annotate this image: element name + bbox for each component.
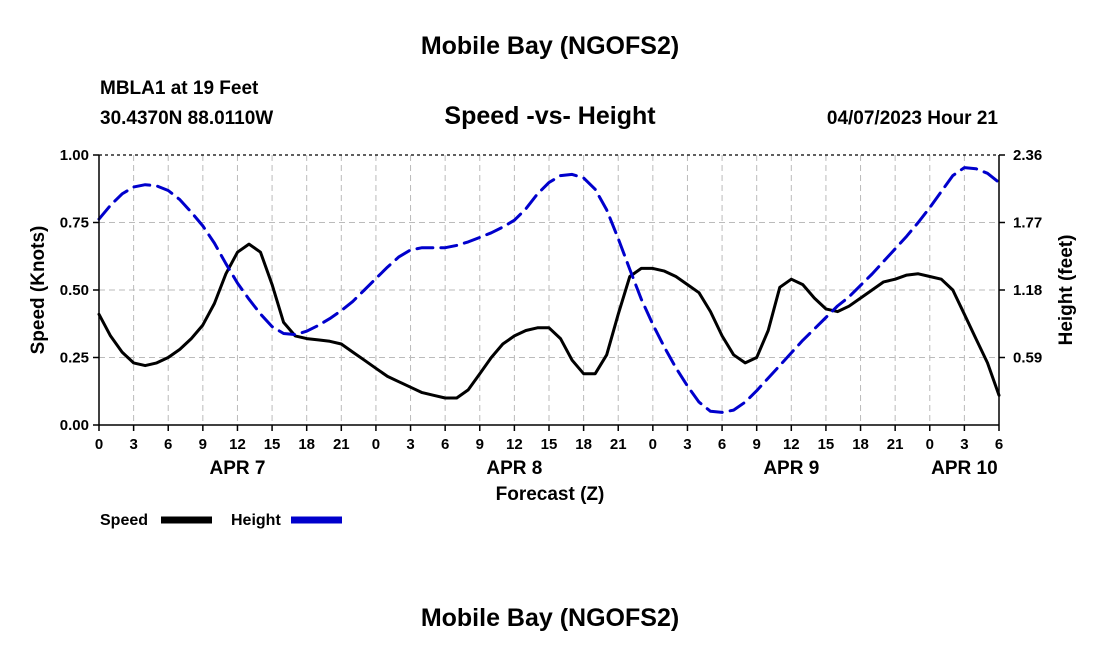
x-tick-label: 3 — [683, 436, 691, 453]
x-tick-label: 0 — [649, 436, 657, 453]
x-tick-label: 3 — [960, 436, 968, 453]
axes: 0 3 6 9 12 15 18 21 0 3 6 9 12 15 18 21 0 3 6 9 12 15 18 21 0 3 6 A… — [60, 147, 1042, 479]
x-tick-label: 12 — [229, 436, 246, 453]
x-tick-label: 9 — [476, 436, 484, 453]
x-tick-label: 18 — [298, 436, 315, 453]
x-tick-label: 3 — [129, 436, 137, 453]
y2-tick-label: 1.77 — [1013, 215, 1042, 232]
y-tick-label: 1.00 — [60, 147, 89, 164]
x-tick-label: 0 — [372, 436, 380, 453]
x-tick-label: 0 — [926, 436, 934, 453]
x-tick-label: 15 — [264, 436, 281, 453]
series-line-height — [97, 166, 1001, 414]
y2-tick-label: 2.36 — [1013, 147, 1042, 164]
x-tick-label: 9 — [199, 436, 207, 453]
y2-tick-label: 1.18 — [1013, 282, 1042, 299]
legend: Speed Height — [100, 512, 342, 529]
timestamp-label: 04/07/2023 Hour 21 — [827, 108, 999, 129]
x-tick-label: 6 — [995, 436, 1003, 453]
x-tick-label: 21 — [610, 436, 627, 453]
series-line-speed — [97, 242, 1001, 400]
x-tick-label: 12 — [506, 436, 523, 453]
chart-subtitle: Speed -vs- Height — [444, 102, 656, 130]
x-day-label: APR 9 — [763, 458, 819, 479]
page-title: Mobile Bay (NGOFS2) — [421, 32, 679, 60]
x-axis-label: Forecast (Z) — [496, 484, 605, 505]
x-tick-label: 6 — [718, 436, 726, 453]
y-tick-label: 0.75 — [60, 215, 89, 232]
x-tick-label: 12 — [783, 436, 800, 453]
y-tick-label: 0.00 — [60, 417, 89, 434]
x-day-label: APR 8 — [486, 458, 542, 479]
legend-speed-label: Speed — [100, 512, 148, 529]
x-tick-label: 3 — [406, 436, 414, 453]
x-tick-label: 15 — [541, 436, 558, 453]
x-tick-label: 9 — [753, 436, 761, 453]
x-day-label: APR 10 — [931, 458, 998, 479]
x-tick-label: 6 — [441, 436, 449, 453]
x-tick-label: 18 — [575, 436, 592, 453]
footer-title: Mobile Bay (NGOFS2) — [421, 604, 679, 632]
grid-lines — [99, 155, 999, 425]
y2-axis-label: Height (feet) — [1056, 235, 1077, 346]
x-tick-label: 6 — [164, 436, 172, 453]
station-label: MBLA1 at 19 Feet — [100, 78, 259, 99]
legend-height-label: Height — [231, 512, 281, 529]
x-tick-label: 18 — [852, 436, 869, 453]
y-axis-label: Speed (Knots) — [28, 226, 49, 355]
x-tick-label: 21 — [887, 436, 904, 453]
x-tick-label: 21 — [333, 436, 350, 453]
x-tick-label: 15 — [818, 436, 835, 453]
x-day-label: APR 7 — [209, 458, 265, 479]
coords-label: 30.4370N 88.0110W — [100, 108, 273, 129]
series-layer — [97, 166, 1001, 414]
x-tick-label: 0 — [95, 436, 103, 453]
y2-tick-label: 0.59 — [1013, 350, 1042, 367]
y-tick-label: 0.25 — [60, 350, 89, 367]
y-tick-label: 0.50 — [60, 282, 89, 299]
